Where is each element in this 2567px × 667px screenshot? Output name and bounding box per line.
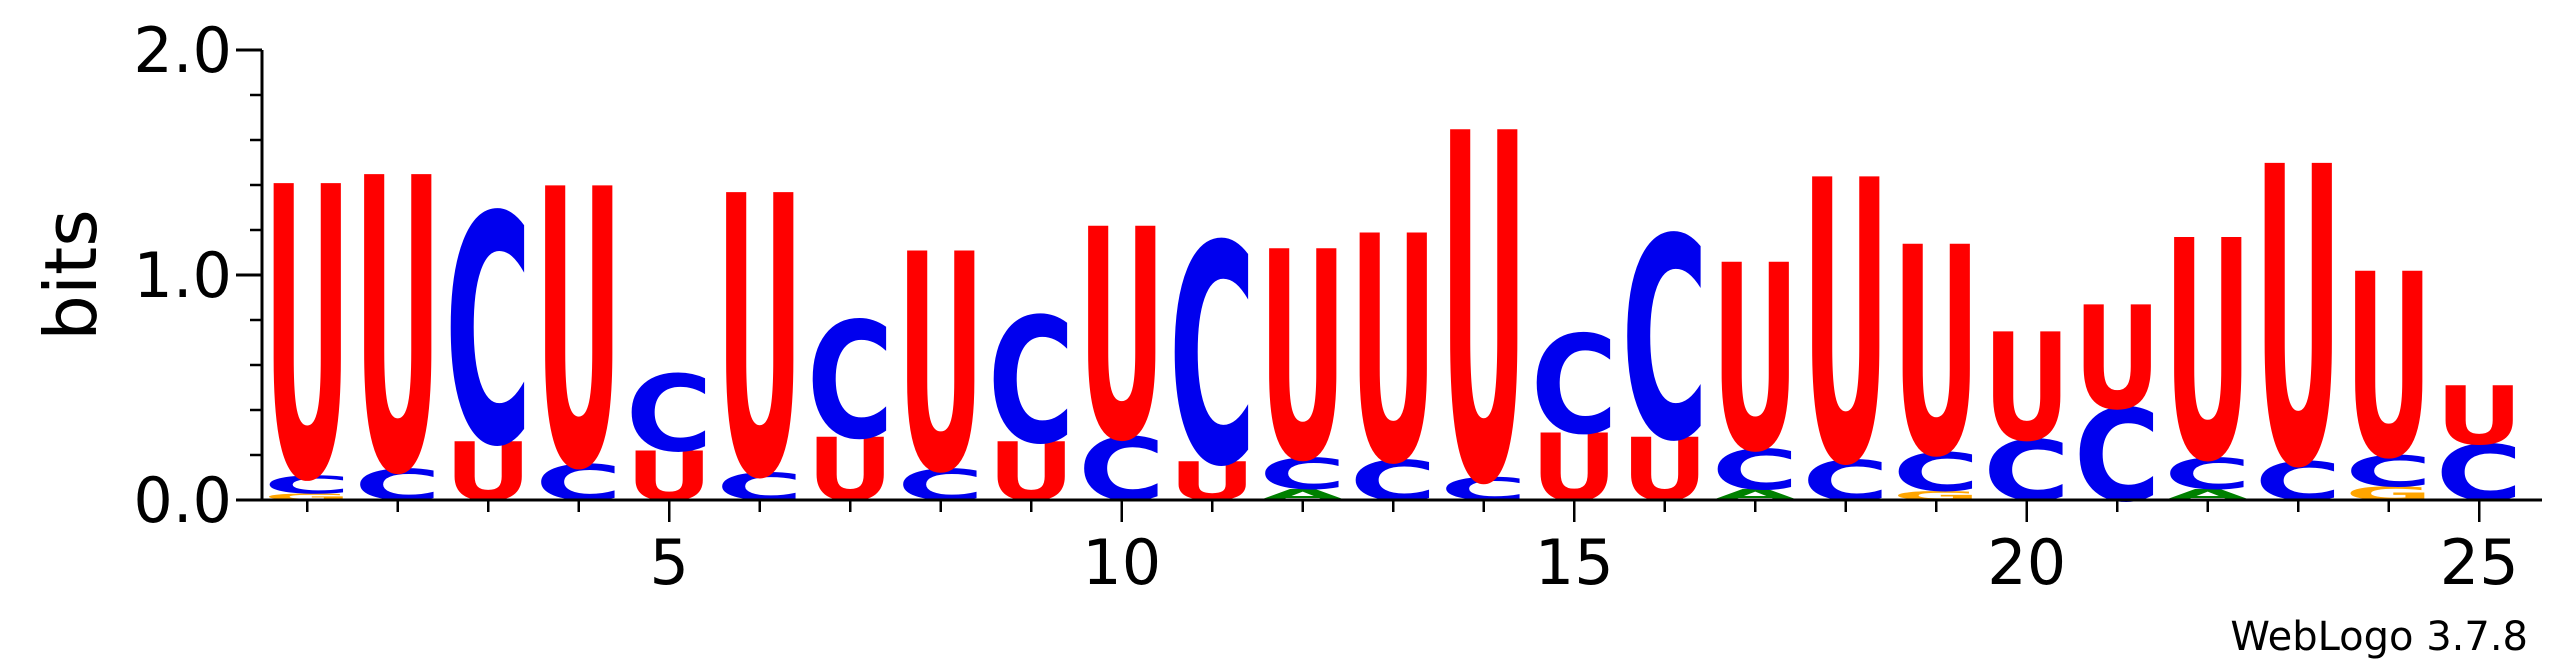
x-tick-label: 20: [1987, 526, 2066, 599]
logo-letter-U: U: [354, 94, 441, 564]
logo-letter-U: U: [2255, 81, 2342, 559]
logo-letter-G: G: [264, 491, 351, 502]
x-tick-label: 25: [2440, 526, 2519, 599]
logo-letter-C: C: [445, 152, 532, 517]
y-tick-label: 2.0: [133, 14, 232, 87]
logo-letter-U: U: [1078, 168, 1165, 506]
logo-letter-U: U: [535, 111, 622, 555]
logo-letter-C: C: [1169, 183, 1256, 535]
x-tick-label: 5: [650, 526, 689, 599]
logo-letter-C: C: [1712, 437, 1799, 502]
logo-letter-U: U: [2074, 276, 2161, 442]
x-tick-label: 10: [1082, 526, 1161, 599]
logo-letter-C: C: [1893, 442, 1980, 503]
logo-letter-C: C: [2164, 449, 2251, 499]
logo-letter-U: U: [716, 116, 803, 564]
logo-letter-U: U: [897, 192, 984, 540]
x-tick-label: 15: [1535, 526, 1614, 599]
y-tick-label: 0.0: [133, 464, 232, 537]
logo-letter-U: U: [1259, 192, 1346, 526]
logo-letter-C: C: [988, 282, 1075, 483]
logo-letter-C: C: [264, 471, 351, 500]
logo-letter-C: C: [2345, 447, 2432, 497]
weblogo-credit: WebLogo 3.7.8: [2230, 614, 2528, 660]
logo-letter-U: U: [2164, 179, 2251, 530]
y-axis-label: bits: [29, 209, 113, 340]
logo-letter-U: U: [1802, 101, 1889, 552]
logo-letter-U: U: [1350, 171, 1437, 533]
logo-letter-C: C: [626, 354, 713, 476]
logo-letter-U: U: [1440, 35, 1527, 591]
y-tick-label: 1.0: [133, 239, 232, 312]
logo-letter-U: U: [1893, 188, 1980, 522]
logo-letter-U: U: [264, 105, 351, 571]
logo-letter-C: C: [1531, 308, 1618, 466]
logo-letter-C: C: [1259, 449, 1346, 499]
logo-letter-U: U: [2436, 370, 2523, 463]
logo-letter-C: C: [807, 289, 894, 476]
axes-layer: 0.0 1.0 2.0 5 10 15 20 25: [133, 14, 2542, 599]
logo-letter-U: U: [1712, 212, 1799, 509]
logo-letter-U: U: [1983, 303, 2070, 475]
logo-letter-C: C: [1621, 181, 1708, 504]
logo-letter-U: U: [2345, 221, 2432, 515]
